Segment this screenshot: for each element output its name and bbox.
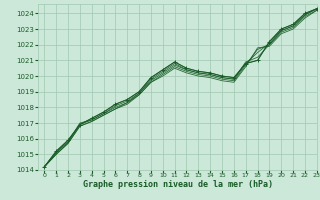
X-axis label: Graphe pression niveau de la mer (hPa): Graphe pression niveau de la mer (hPa) [83,180,273,189]
